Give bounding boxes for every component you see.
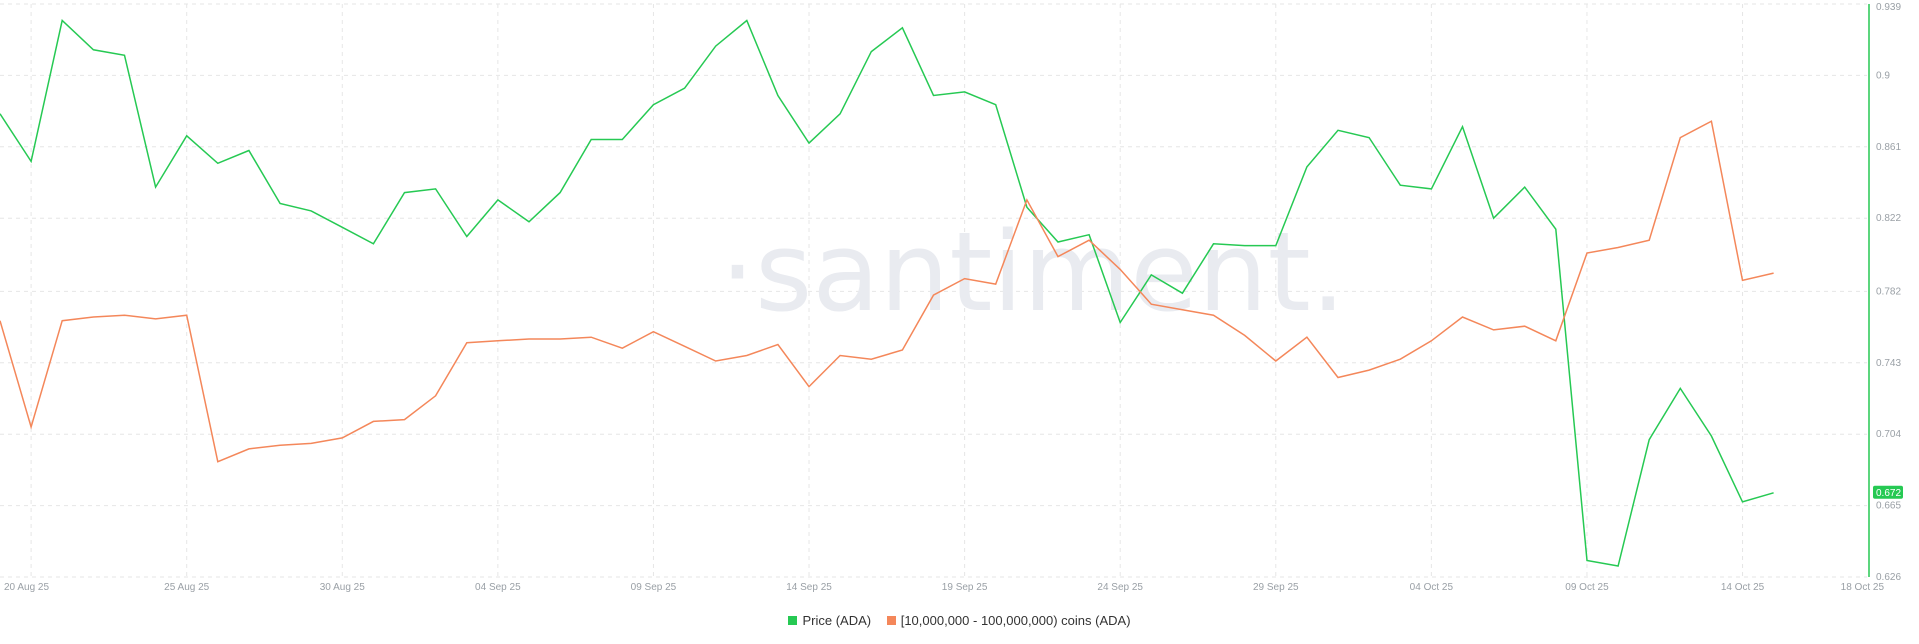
series-lines: [0, 19, 1774, 567]
x-tick-label: 04 Oct 25: [1410, 582, 1454, 593]
legend-holders-label: [10,000,000 - 100,000,000) coins (ADA): [900, 613, 1131, 628]
x-axis-ticks: 20 Aug 25 25 Aug 25 30 Aug 25 04 Sep 25 09 S…: [4, 582, 1884, 593]
chart-legend: Price (ADA) [10,000,000 - 100,000,000) c…: [0, 613, 1919, 628]
x-tick-label: 24 Sep 25: [1097, 582, 1143, 593]
legend-price[interactable]: Price (ADA): [788, 613, 871, 628]
holders-series-line: [0, 120, 1774, 463]
current-price-label: 0.672: [1876, 488, 1901, 499]
price-vs-holders-chart: ·santiment. 0.939 0.9 0.861 0.822 0.782 0.743…: [0, 2, 1903, 593]
y-axis-ticks: 0.939 0.9 0.861 0.822 0.782 0.743 0.704 0.665 0.…: [1876, 2, 1901, 583]
y-tick-label: 0.939: [1876, 2, 1901, 13]
legend-price-label: Price (ADA): [802, 613, 872, 628]
x-tick-label: 04 Sep 25: [475, 582, 521, 593]
price-series-line: [0, 19, 1774, 567]
x-tick-label: 14 Sep 25: [786, 582, 832, 593]
x-tick-label: 20 Aug 25: [4, 582, 49, 593]
y-tick-label: 0.782: [1876, 286, 1901, 297]
y-tick-label: 0.822: [1876, 213, 1901, 224]
santiment-watermark: ·santiment.: [720, 208, 1346, 336]
y-tick-label: 0.665: [1876, 501, 1901, 512]
y-tick-label: 0.704: [1876, 429, 1901, 440]
x-tick-label: 29 Sep 25: [1253, 582, 1299, 593]
y-tick-label: 0.861: [1876, 142, 1901, 153]
y-tick-label: 0.9: [1876, 70, 1890, 81]
x-tick-label: 19 Sep 25: [942, 582, 988, 593]
y-tick-label: 0.626: [1876, 572, 1901, 583]
x-tick-label: 30 Aug 25: [320, 582, 365, 593]
x-tick-label: 14 Oct 25: [1721, 582, 1765, 593]
y-tick-label: 0.743: [1876, 358, 1901, 369]
x-tick-label: 09 Sep 25: [631, 582, 677, 593]
x-tick-label: 25 Aug 25: [164, 582, 209, 593]
x-tick-label: 09 Oct 25: [1565, 582, 1609, 593]
x-tick-label: 18 Oct 25: [1841, 582, 1885, 593]
price-swatch-icon: [788, 616, 798, 625]
grid-lines: [0, 3, 1867, 578]
legend-holders[interactable]: [10,000,000 - 100,000,000) coins (ADA): [886, 613, 1131, 628]
current-price-badge: 0.672: [1873, 485, 1903, 499]
holders-swatch-icon: [886, 616, 896, 625]
